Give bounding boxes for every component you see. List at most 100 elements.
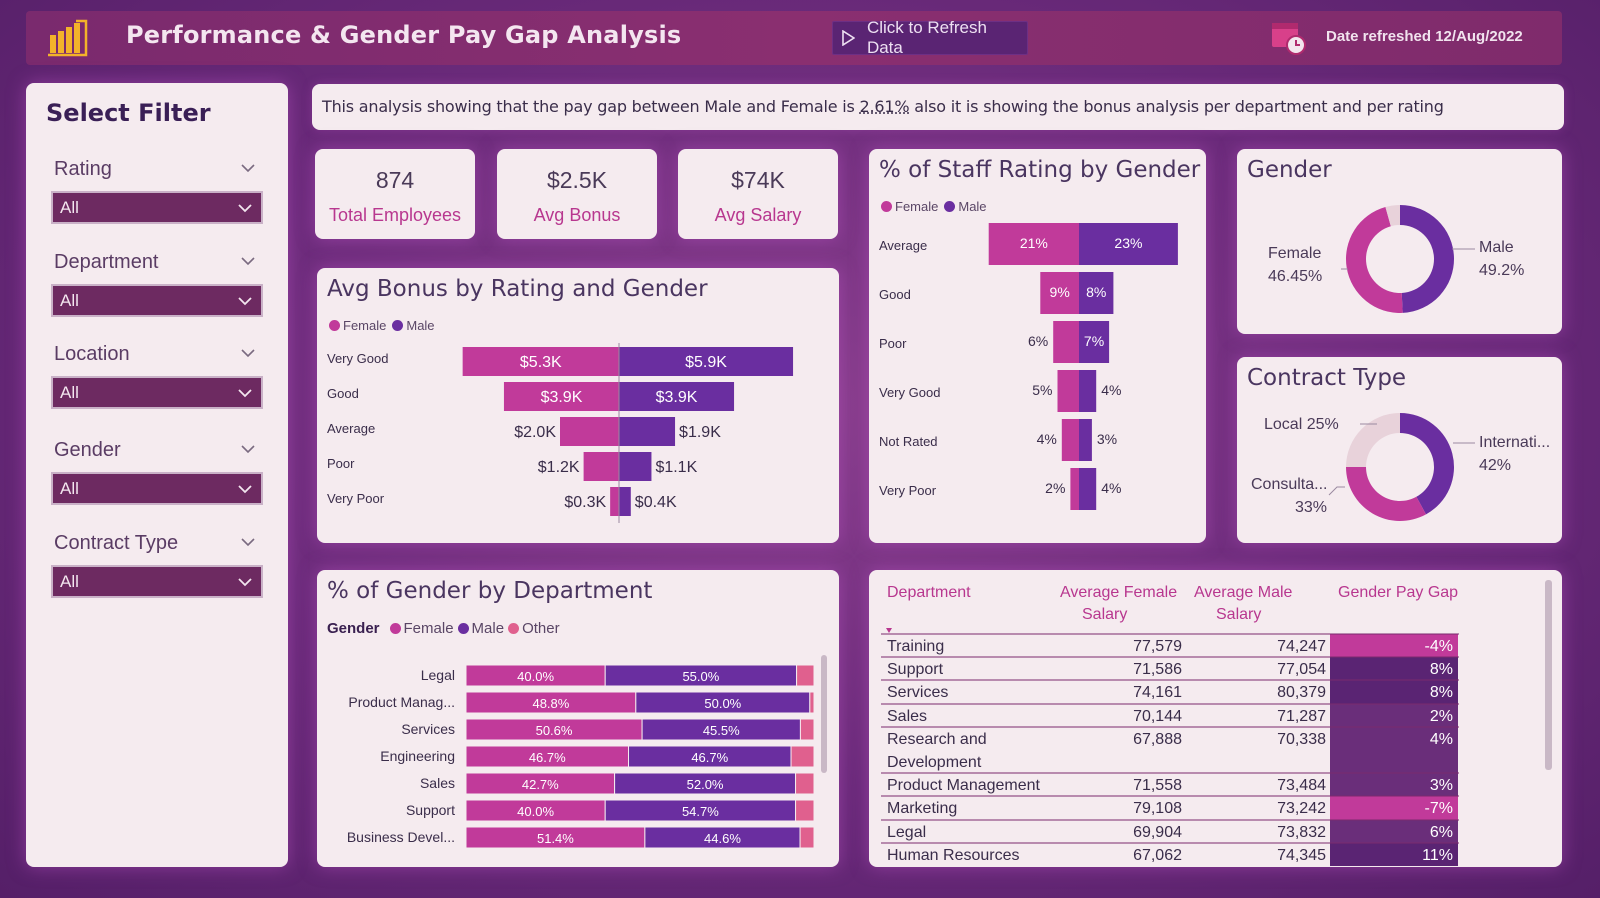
- category-label: Legal: [421, 667, 455, 683]
- gender-by-dept-card[interactable]: % of Gender by Department Gender Female …: [317, 570, 839, 867]
- salary-table-card[interactable]: Department Average Female Salary Average Ma…: [869, 570, 1562, 867]
- legend-male-dot: [944, 201, 956, 212]
- bar-male: [619, 487, 631, 516]
- kpi-label: Avg Salary: [714, 205, 802, 225]
- donut-slice: [1346, 467, 1427, 521]
- leader-line: [1328, 486, 1345, 496]
- filter-dropdown[interactable]: All: [51, 472, 263, 505]
- chart-title: Avg Bonus by Rating and Gender: [327, 276, 708, 302]
- description-after: also it is showing the bonus analysis pe…: [909, 97, 1444, 116]
- bar-male: [619, 452, 652, 481]
- pay-gap-value: 3%: [1430, 777, 1453, 794]
- category-label: Average: [327, 421, 375, 436]
- legend-other-dot: [508, 623, 520, 634]
- data-label: 50.0%: [704, 696, 741, 711]
- female-salary-cell: 69,904: [1133, 824, 1182, 841]
- chevron-down-icon: [238, 389, 252, 398]
- column-header: Average Female: [1060, 584, 1177, 601]
- data-label: $5.3K: [520, 354, 562, 371]
- collapse-chevron-icon[interactable]: [240, 256, 256, 266]
- pay-gap-value: 6%: [1430, 824, 1453, 841]
- female-salary-cell: 71,558: [1133, 777, 1182, 794]
- chevron-down-icon: [238, 204, 252, 213]
- legend-male-dot: [457, 623, 469, 634]
- scrollbar[interactable]: [821, 655, 827, 773]
- contract-donut-plot: Internati... 42% Consulta... 33% Local 25%: [1251, 413, 1550, 521]
- header-bar: Performance & Gender Pay Gap Analysis Cl…: [26, 11, 1562, 65]
- collapse-chevron-icon[interactable]: [240, 348, 256, 358]
- data-label: 46.7%: [529, 750, 566, 765]
- filter-dropdown[interactable]: All: [51, 284, 263, 317]
- refresh-data-button[interactable]: Click to Refresh Data: [832, 18, 1028, 57]
- chevron-down-icon: [238, 578, 252, 587]
- scrollbar[interactable]: [1545, 580, 1552, 770]
- filter-label: Contract Type: [54, 532, 179, 554]
- donut-slice: [1400, 205, 1455, 313]
- column-header: Gender Pay Gap: [1338, 584, 1458, 601]
- collapse-chevron-icon[interactable]: [240, 163, 256, 173]
- filter-panel: Select Filter Rating All Department All Loca…: [26, 83, 288, 867]
- stacked-bar-other: [809, 691, 815, 714]
- pay-gap-value: 8%: [1430, 661, 1453, 678]
- female-salary-cell: 67,062: [1133, 847, 1182, 864]
- filter-dropdown[interactable]: All: [51, 565, 263, 598]
- legend-male: Male: [471, 620, 505, 637]
- category-label: Average: [879, 238, 927, 253]
- stacked-bar-other: [796, 664, 815, 687]
- male-salary-cell: 73,832: [1277, 824, 1326, 841]
- filter-dropdown[interactable]: All: [51, 191, 263, 224]
- filter-value: All: [60, 197, 79, 217]
- male-salary-cell: 74,345: [1277, 847, 1326, 864]
- description-text: This analysis showing that the pay gap b…: [322, 97, 1444, 116]
- bar-male: [1079, 272, 1114, 314]
- bar-female: [583, 452, 619, 481]
- department-cell: Sales: [887, 708, 927, 725]
- description-card: This analysis showing that the pay gap b…: [312, 84, 1564, 130]
- filter-dropdown[interactable]: All: [51, 376, 263, 409]
- category-label: Poor: [327, 456, 355, 471]
- pay-gap-value: -4%: [1425, 638, 1453, 655]
- pay-gap-cell: [1330, 704, 1458, 727]
- sort-desc-icon: [886, 628, 892, 633]
- filter-label: Rating: [54, 158, 112, 180]
- filter-label: Gender: [54, 439, 121, 461]
- department-cell: Services: [887, 684, 948, 701]
- chevron-down-icon: [238, 297, 252, 306]
- slice-label: Local 25%: [1264, 416, 1339, 433]
- page-title: Performance & Gender Pay Gap Analysis: [126, 21, 682, 49]
- data-label: $1.9K: [679, 424, 721, 441]
- avg-bonus-chart-card[interactable]: Avg Bonus by Rating and Gender Female Ma…: [317, 268, 839, 543]
- legend-female-dot: [329, 320, 340, 331]
- legend-female-dot: [389, 623, 401, 634]
- pay-gap-value: 11%: [1422, 847, 1453, 864]
- data-label: 45.5%: [703, 723, 740, 738]
- collapse-chevron-icon[interactable]: [240, 444, 256, 454]
- gender-donut-card[interactable]: Gender Male 49.2% Female 46.45%: [1237, 149, 1562, 334]
- gender-donut-plot: Male 49.2% Female 46.45%: [1268, 205, 1524, 313]
- pay-gap-cell: [1330, 796, 1458, 820]
- collapse-chevron-icon[interactable]: [240, 537, 256, 547]
- bar-male: [1079, 370, 1097, 412]
- avg-bonus-plot: Very Good $5.3K $5.9K Good $3.9K $3.9K Average…: [327, 343, 794, 523]
- chart-legend: Female Male: [327, 318, 435, 333]
- kpi-value: 874: [375, 167, 415, 193]
- category-label: Poor: [879, 336, 907, 351]
- category-label: Business Devel...: [347, 829, 455, 845]
- powerbi-logo-icon: [48, 19, 88, 57]
- donut-slice: [1400, 413, 1454, 515]
- bar-female: [560, 417, 619, 446]
- column-header: Average Male: [1194, 584, 1293, 601]
- stacked-bar-other: [790, 745, 815, 768]
- kpi-label: Avg Bonus: [533, 205, 621, 225]
- refresh-label: Click to Refresh Data: [866, 18, 987, 57]
- contract-donut-card[interactable]: Contract Type Internati... 42% Consulta...…: [1237, 357, 1562, 543]
- kpi-avg-bonus: $2.5K Avg Bonus: [497, 149, 657, 239]
- donut-slice: [1346, 207, 1403, 313]
- filter-label: Location: [54, 343, 130, 365]
- slice-label: Consulta...: [1251, 476, 1327, 493]
- data-label: 6%: [1028, 333, 1048, 349]
- department-cell: Product Management: [887, 777, 1041, 794]
- pay-gap-cell: [1330, 820, 1458, 843]
- staff-rating-chart-card[interactable]: % of Staff Rating by Gender Female Male …: [869, 149, 1206, 543]
- department-cell: Development: [887, 754, 982, 771]
